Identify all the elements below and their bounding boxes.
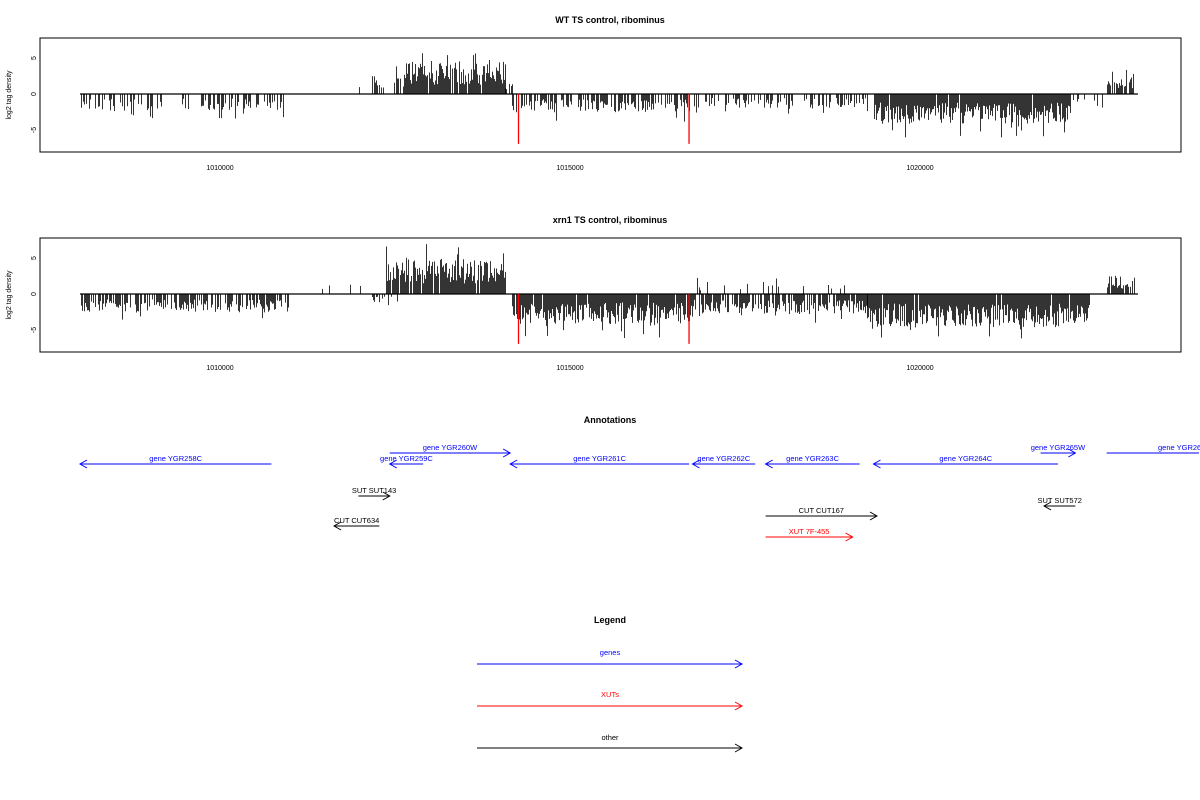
x-tick-label: 1020000	[906, 165, 933, 172]
arrowhead-icon	[509, 459, 518, 469]
feature-label: gene YGR262C	[697, 454, 750, 463]
arrowhead-icon	[333, 521, 342, 531]
feature-label: gene YGR259C	[380, 454, 433, 463]
feature-label: gene YGR263C	[786, 454, 839, 463]
panel-xrn1: xrn1 TS control, ribominus log2 tag dens…	[6, 215, 1182, 372]
legend-label: genes	[600, 648, 621, 657]
feature-label: CUT CUT167	[799, 506, 844, 515]
x-tick-label: 1010000	[206, 365, 233, 372]
legend-label: other	[601, 733, 619, 742]
panel-title: xrn1 TS control, ribominus	[553, 215, 668, 225]
annotation-feature: gene YGR264C	[872, 454, 1058, 469]
arrowhead-icon	[691, 459, 700, 469]
arrowhead-icon	[869, 511, 878, 521]
y-axis-label: log2 tag density	[6, 270, 13, 320]
annotation-feature: gene YGR266W	[1106, 443, 1200, 454]
y-tick-label: 5	[31, 256, 38, 260]
arrowhead-icon	[764, 459, 773, 469]
feature-label: SUT SUT143	[352, 486, 396, 495]
plot-frame	[39, 37, 1182, 153]
panel-wt: WT TS control, ribominus log2 tag densit…	[6, 15, 1182, 172]
x-tick-label: 1015000	[556, 365, 583, 372]
feature-label: gene YGR260W	[423, 443, 478, 452]
legend-entry-xuts: XUTs	[477, 690, 744, 711]
arrowhead-icon	[734, 743, 744, 753]
arrowhead-icon	[388, 459, 397, 469]
feature-label: gene YGR266W	[1158, 443, 1200, 452]
x-tick-label: 1015000	[556, 165, 583, 172]
annotations-track: Annotations gene YGR258C gene YGR259Cgene…	[78, 415, 1200, 542]
arrowhead-icon	[78, 459, 88, 469]
feature-label: XUT 7F-455	[789, 527, 830, 536]
annotation-feature: gene YGR260W	[389, 443, 512, 458]
legend-title: Legend	[594, 615, 626, 625]
legend: Legend genes XUTs other	[477, 615, 744, 753]
annotation-feature: gene YGR263C	[764, 454, 860, 469]
annotations-title: Annotations	[584, 415, 637, 425]
annotation-feature: SUT SUT572	[1037, 496, 1082, 511]
x-tick-label: 1010000	[206, 165, 233, 172]
y-axis: 5 0 -5	[31, 256, 38, 333]
y-tick-label: 0	[31, 292, 38, 296]
feature-label: gene YGR261C	[573, 454, 626, 463]
density-bars	[80, 53, 1138, 144]
density-bars	[80, 244, 1138, 344]
legend-label: XUTs	[601, 690, 619, 699]
annotation-feature: XUT 7F-455	[765, 527, 854, 542]
y-tick-label: 0	[31, 92, 38, 96]
feature-label: CUT CUT634	[334, 516, 379, 525]
arrowhead-icon	[1043, 501, 1052, 511]
plot-frame	[39, 237, 1182, 353]
legend-entry-other: other	[477, 733, 744, 753]
annotation-feature: CUT CUT634	[333, 516, 379, 531]
arrowhead-icon	[734, 701, 744, 711]
feature-label: gene YGR258C	[149, 454, 202, 463]
annotation-feature: gene YGR262C	[691, 454, 756, 469]
arrowhead-icon	[502, 448, 512, 458]
annotation-feature: gene YGR259C	[380, 454, 433, 469]
y-tick-label: 5	[31, 56, 38, 60]
y-axis: 5 0 -5	[31, 56, 38, 133]
x-tick-label: 1020000	[906, 365, 933, 372]
feature-label: gene YGR264C	[939, 454, 992, 463]
arrowhead-icon	[1068, 448, 1077, 458]
y-tick-label: -5	[31, 127, 38, 133]
feature-label: SUT SUT572	[1037, 496, 1081, 505]
feature-label: gene YGR265W	[1031, 443, 1086, 452]
arrowhead-icon	[382, 491, 391, 501]
annotation-feature: gene YGR265W	[1031, 443, 1086, 458]
annotation-feature: gene YGR261C	[509, 454, 690, 469]
legend-entry-genes: genes	[477, 648, 744, 669]
panel-title: WT TS control, ribominus	[555, 15, 665, 25]
annotation-feature: gene YGR258C	[78, 454, 272, 469]
x-axis: 1010000 1015000 1020000	[206, 165, 933, 172]
annotation-feature: CUT CUT167	[765, 506, 878, 521]
annotation-feature: SUT SUT143	[352, 486, 396, 501]
arrowhead-icon	[734, 659, 744, 669]
annotation-features: gene YGR258C gene YGR259C gene YGR260W gene…	[78, 443, 1200, 542]
x-axis: 1010000 1015000 1020000	[206, 365, 933, 372]
y-axis-label: log2 tag density	[6, 70, 13, 120]
arrowhead-icon	[872, 459, 881, 469]
y-tick-label: -5	[31, 327, 38, 333]
arrowhead-icon	[845, 532, 854, 542]
